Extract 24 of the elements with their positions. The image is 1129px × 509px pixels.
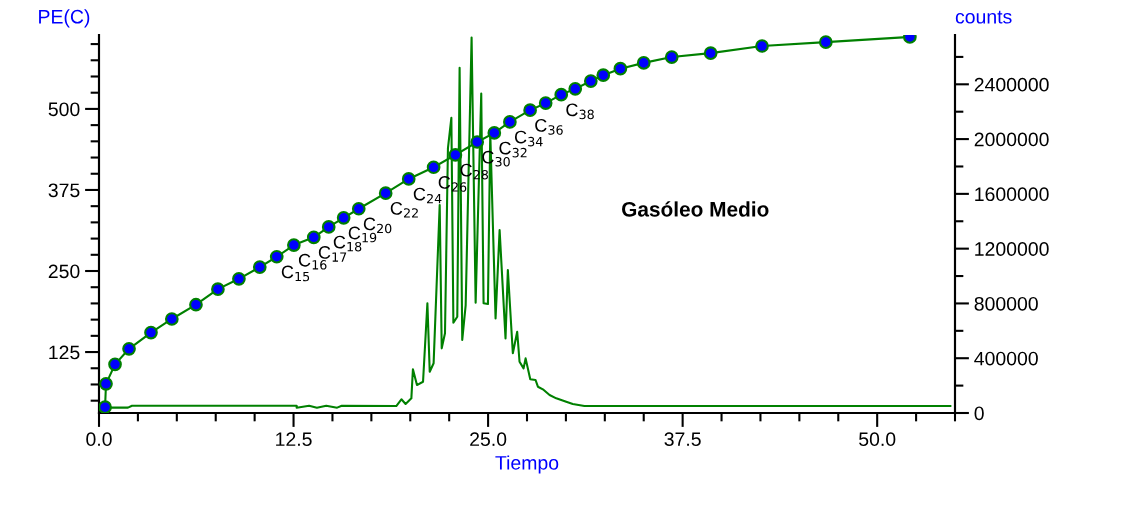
annotation: Gasóleo Medio	[622, 201, 769, 217]
y2-tick-label: 800000	[974, 296, 1038, 311]
y2-tick-label: 2000000	[974, 132, 1049, 147]
annotation: C$_{36}$	[535, 118, 563, 135]
y-axis-title: PE(C)	[39, 9, 90, 28]
y2-tick-label: 1600000	[975, 187, 1049, 202]
x-axis-title: Tiempo	[495, 455, 559, 474]
y-tick-label: 500	[48, 102, 80, 117]
y2-tick-label: 1200000	[975, 242, 1049, 256]
y-tick-label: 250	[48, 264, 80, 279]
annotation: C$_{38}$	[566, 103, 594, 120]
y2-tick-label: 2400000	[974, 77, 1049, 92]
y2-tick-label: 0	[974, 406, 984, 421]
y2-axis-title: counts	[955, 10, 1012, 24]
x-tick-label: 50.0	[859, 432, 896, 447]
y2-tick-label: 400000	[974, 351, 1038, 366]
x-tick-label: 12.5	[276, 432, 312, 447]
y-tick-label: 125	[49, 345, 80, 360]
annotation: C$_{24}$	[413, 187, 442, 204]
x-tick-label: 25.0	[470, 432, 507, 447]
y-tick-label: 375	[48, 183, 80, 198]
x-tick-label: 37.5	[664, 432, 701, 447]
annotation: C$_{22}$	[390, 201, 418, 218]
x-tick-label: 0.0	[86, 432, 112, 447]
